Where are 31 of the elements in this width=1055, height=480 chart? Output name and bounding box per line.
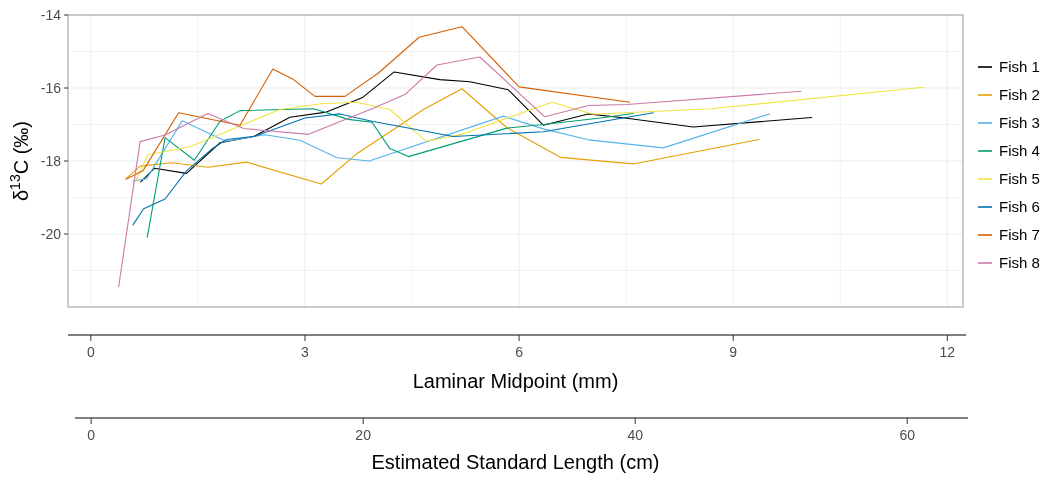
line-series [132,112,654,226]
y-tick-label: -16 [40,79,62,96]
legend-label: Fish 7 [999,226,1040,244]
x2-tick-label: 0 [87,427,96,443]
legend-label: Fish 1 [999,58,1040,76]
x2-tick-label: 40 [627,427,644,443]
x-tick-label: 0 [86,344,95,360]
line-series [146,108,634,238]
x-axis-title: Laminar Midpoint (mm) [412,370,619,392]
legend-label: Fish 4 [999,142,1040,160]
legend-label: Fish 3 [999,114,1040,132]
x-tick-label: 3 [301,344,310,360]
x2-tick-label: 20 [355,427,372,443]
y-tick-label: -14 [40,6,62,23]
line-series [140,71,813,183]
y-tick-label: -18 [40,152,62,169]
line-series [135,86,925,182]
legend-label: Fish 6 [999,198,1040,216]
y-tick-label: -20 [40,225,62,242]
x2-axis-title: Estimated Standard Length (cm) [371,451,660,473]
line-series [125,88,760,185]
legend-label: Fish 8 [999,254,1040,272]
legend-label: Fish 5 [999,170,1040,188]
line-series [132,113,771,182]
line-series [118,56,802,288]
x2-tick-label: 60 [899,427,916,443]
x-tick-label: 6 [515,344,524,360]
legend-label: Fish 2 [999,86,1040,104]
x-tick-label: 9 [729,344,738,360]
x-tick-label: 12 [939,344,956,360]
line-series [125,26,631,180]
